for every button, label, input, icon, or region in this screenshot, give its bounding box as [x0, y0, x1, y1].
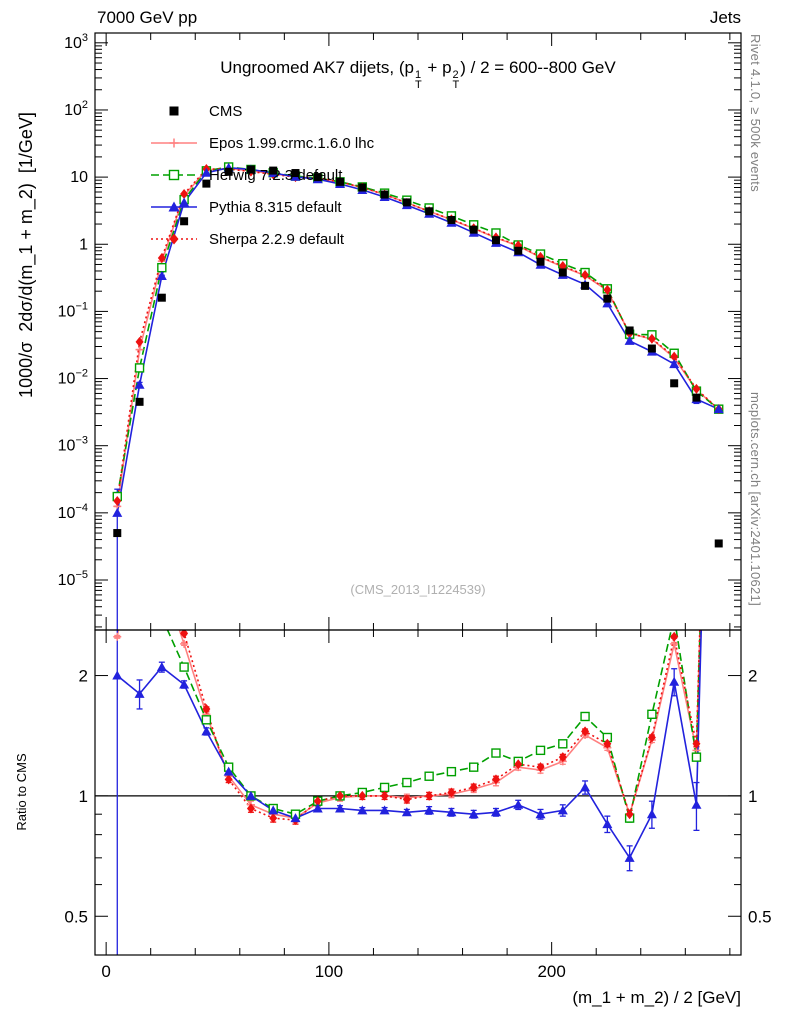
- plot-title: Ungroomed AK7 dijets, (p 1 T + p 2 T) / 2 = …: [95, 58, 741, 91]
- legend: CMS Epos 1.99.crmc.1.6.0 lhc Herwig 7.2.3 …: [148, 100, 374, 250]
- legend-label: Epos 1.99.crmc.1.6.0 lhc: [209, 134, 375, 152]
- ratio-panel-series: [95, 630, 741, 955]
- svg-text:0.5: 0.5: [64, 907, 88, 926]
- svg-text:10−5: 10−5: [58, 569, 88, 589]
- title-post: ) / 2 = 600--800 GeV: [460, 58, 616, 77]
- legend-label: Herwig 7.2.3 default: [209, 166, 343, 184]
- x-axis-label: (m_1 + m_2) / 2 [GeV]: [572, 988, 741, 1007]
- legend-item: CMS: [148, 100, 374, 122]
- svg-text:102: 102: [64, 99, 88, 119]
- svg-text:10−2: 10−2: [58, 368, 88, 388]
- legend-marker-icon: [151, 169, 197, 181]
- svg-text:103: 103: [64, 32, 88, 52]
- svg-text:0.5: 0.5: [748, 907, 772, 926]
- legend-label: CMS: [209, 102, 243, 120]
- svg-text:10−4: 10−4: [58, 502, 88, 522]
- analysis-id-watermark: (CMS_2013_I1224539): [350, 582, 486, 597]
- svg-text:2: 2: [79, 667, 88, 686]
- legend-item: Pythia 8.315 default: [148, 196, 374, 218]
- analysis-group-label: Jets: [709, 8, 741, 27]
- svg-text:2: 2: [748, 667, 757, 686]
- legend-marker-icon: [151, 138, 197, 148]
- mcplots-citation-note: mcplots.cern.ch [arXiv:2401.10621]: [748, 392, 763, 606]
- svg-text:0: 0: [101, 962, 110, 981]
- main-y-axis-label: 1000/σ 2dσ/d(m_1 + m_2) [1/GeV]: [16, 112, 36, 398]
- svg-text:10−1: 10−1: [58, 300, 88, 320]
- panel-frames: [94, 32, 742, 956]
- legend-label: Sherpa 2.2.9 default: [209, 230, 345, 248]
- svg-text:10−3: 10−3: [58, 435, 88, 455]
- legend-item: Herwig 7.2.3 default: [148, 164, 374, 186]
- rivet-version-note: Rivet 4.1.0, ≥ 500k events: [748, 34, 763, 193]
- title-mid: + p: [422, 58, 452, 77]
- legend-marker-icon: [169, 106, 179, 116]
- svg-text:1: 1: [748, 787, 757, 806]
- legend-label: Pythia 8.315 default: [209, 198, 342, 216]
- svg-text:100: 100: [315, 962, 343, 981]
- svg-text:1: 1: [79, 236, 88, 253]
- svg-text:1: 1: [79, 787, 88, 806]
- legend-marker-icon: [151, 201, 197, 212]
- beam-energy-label: 7000 GeV pp: [97, 8, 198, 27]
- legend-item: Epos 1.99.crmc.1.6.0 lhc: [148, 132, 374, 154]
- legend-item: Sherpa 2.2.9 default: [148, 228, 374, 250]
- ratio-y-axis-label: Ratio to CMS: [14, 753, 29, 831]
- legend-marker-icon: [151, 233, 197, 245]
- main-panel-series: [112, 162, 724, 630]
- svg-text:10: 10: [70, 169, 88, 186]
- title-pre: Ungroomed AK7 dijets, (p: [220, 58, 414, 77]
- svg-text:200: 200: [537, 962, 565, 981]
